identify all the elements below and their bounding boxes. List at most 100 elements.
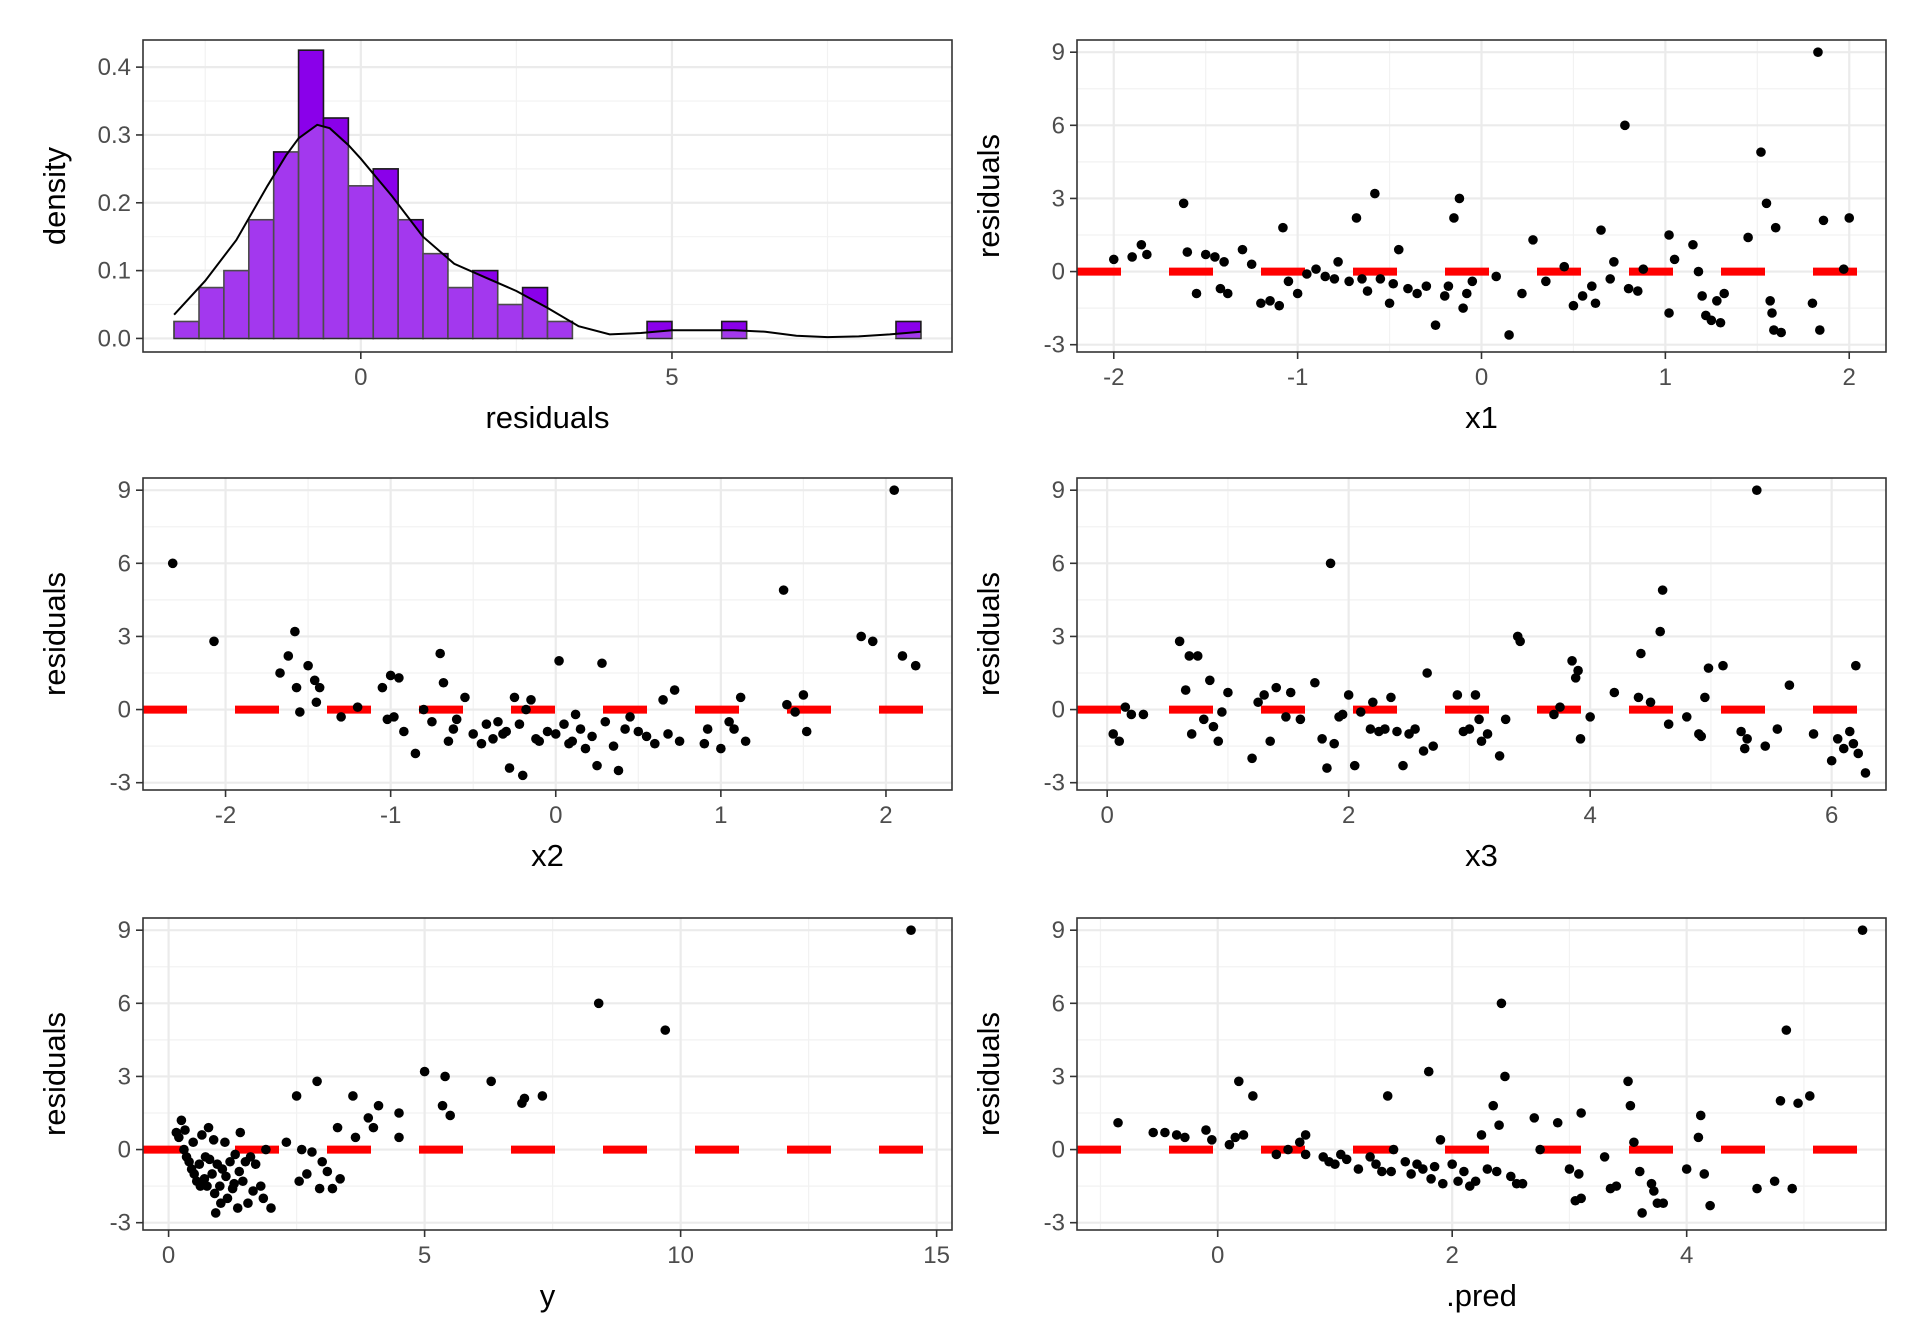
scatter-point (291, 1091, 302, 1101)
scatter-point (448, 724, 459, 734)
scatter-point (197, 1130, 207, 1140)
scatter-point (1322, 763, 1332, 773)
x-tick-label: 6 (1825, 802, 1838, 829)
scatter-point (445, 1110, 456, 1121)
scatter-point (575, 724, 586, 734)
scatter-point (486, 1076, 496, 1087)
panel-marks (143, 925, 952, 1218)
histogram-bar (322, 117, 350, 340)
y-axis-title: density (37, 146, 72, 245)
scatter-point (1633, 692, 1644, 703)
panel-marks (173, 49, 922, 340)
scatter-point (1300, 1149, 1311, 1160)
scatter-point (1458, 303, 1468, 313)
scatter-point (521, 704, 531, 715)
scatter-point (1693, 266, 1704, 277)
scatter-point (1515, 636, 1525, 647)
scatter-point (1496, 998, 1507, 1009)
scatter-point (1645, 697, 1656, 708)
scatter-point (167, 558, 178, 569)
scatter-point (1223, 687, 1233, 698)
scatter-point (1215, 283, 1226, 294)
scatter-point (232, 1203, 243, 1213)
histogram-bar (496, 303, 524, 340)
scatter-point (174, 1132, 184, 1143)
scatter-point (1818, 215, 1829, 226)
scatter-point (296, 1144, 307, 1155)
y-tick-label: 6 (1052, 990, 1065, 1017)
scatter-point (493, 716, 503, 727)
scatter-point (1838, 743, 1849, 754)
scatter-point (724, 716, 734, 727)
scatter-point (1695, 1110, 1706, 1121)
scatter-point (1638, 264, 1649, 274)
scatter-point (1210, 252, 1220, 262)
x-tick-label: 5 (418, 1242, 431, 1269)
scatter-point (1333, 257, 1343, 267)
y-tick-label: 6 (1052, 112, 1065, 139)
scatter-point (314, 682, 325, 693)
scatter-point (1784, 680, 1795, 690)
scatter-point (476, 738, 487, 749)
scatter-point (1406, 1169, 1416, 1179)
x-axis-title: x1 (1465, 400, 1498, 435)
x-tick-label: 0 (354, 364, 367, 391)
x-tick-label: 0 (162, 1242, 175, 1269)
scatter-point (1295, 714, 1306, 725)
scatter-point (1742, 734, 1752, 744)
scatter-point (1449, 213, 1459, 223)
scatter-point (1649, 1186, 1659, 1196)
scatter-point (1574, 1169, 1584, 1179)
x-tick-label: 0 (1475, 364, 1488, 391)
scatter-point (1317, 734, 1327, 744)
panel-border (1076, 477, 1887, 791)
scatter-point (243, 1198, 253, 1208)
scatter-point (570, 709, 581, 720)
scatter-point (1575, 734, 1586, 744)
scatter-point (1712, 296, 1722, 306)
scatter-point (1772, 724, 1783, 734)
scatter-point (368, 1122, 379, 1133)
scatter-point (1256, 298, 1266, 309)
scatter-point (1353, 1164, 1364, 1174)
scatter-point (222, 1193, 233, 1204)
scatter-point (1669, 254, 1680, 265)
scatter-point (1388, 1144, 1399, 1155)
scatter-point (1238, 1130, 1249, 1140)
scatter-point (1278, 222, 1288, 233)
x-tick-label: 5 (665, 364, 678, 391)
scatter-point (1555, 702, 1565, 712)
scatter-point (608, 741, 619, 751)
scatter-point (1605, 274, 1616, 284)
scatter-point (1292, 288, 1303, 299)
scatter-point (1620, 120, 1630, 131)
scatter-point (1375, 274, 1386, 284)
scatter-point (716, 743, 726, 754)
panel-border (142, 39, 953, 353)
scatter-point (1148, 1127, 1159, 1138)
scatter-point (352, 702, 363, 712)
scatter-point (1386, 1166, 1397, 1177)
scatter-point (650, 738, 660, 749)
x-tick-label: 2 (1446, 1242, 1459, 1269)
scatter-point (542, 726, 553, 737)
scatter-point (1760, 741, 1771, 751)
y-tick-label: 0.4 (98, 54, 131, 81)
scatter-point (1853, 748, 1864, 759)
scatter-point (580, 743, 591, 754)
scatter-point (658, 695, 668, 705)
scatter-point (229, 1178, 239, 1189)
scatter-point (1182, 247, 1193, 257)
scatter-point (248, 1186, 258, 1196)
scatter-point (451, 714, 462, 725)
scatter-point (1271, 1149, 1282, 1160)
scatter-point (1590, 298, 1601, 309)
scatter-point (1826, 755, 1837, 766)
scatter-point (1452, 690, 1463, 700)
scatter-point (1113, 1117, 1123, 1128)
scatter-point (514, 719, 525, 729)
scatter-point (1739, 743, 1750, 754)
scatter-point (443, 736, 454, 747)
scatter-point (1330, 1159, 1340, 1169)
scatter-point (669, 685, 680, 695)
